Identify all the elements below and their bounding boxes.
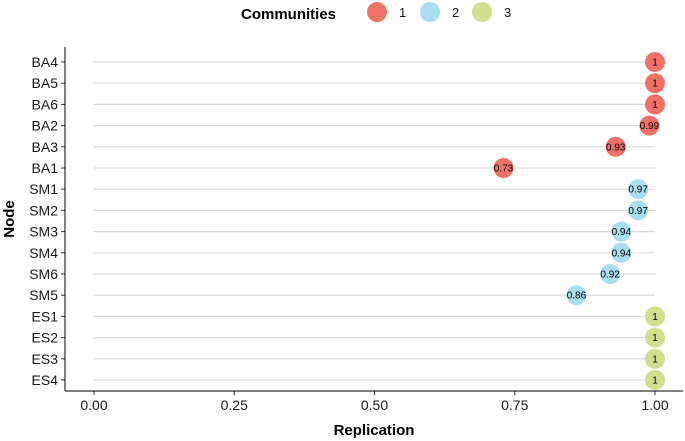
point-label-es3: 1: [652, 354, 658, 365]
data-points: 1 1 1 0.99 0.93 0.73 0.97 0.97 0.94 0.94 0.92 0.86 1…: [493, 52, 665, 390]
point-label-sm1: 0.97: [628, 185, 648, 196]
point-label-es4: 1: [652, 376, 658, 387]
point-sm1: [628, 179, 649, 200]
point-ba2: [639, 115, 660, 136]
y-tick-label-sm4: SM4: [29, 245, 58, 261]
y-tick-label-ba1: BA1: [32, 160, 59, 176]
point-sm6: [600, 264, 621, 284]
point-sm4: [611, 242, 632, 263]
point-sm5: [566, 285, 587, 306]
x-tick-label: 0.25: [221, 397, 248, 413]
y-tick-label-ba4: BA4: [32, 54, 59, 70]
point-ba4: [645, 52, 665, 72]
y-tick-label-sm2: SM2: [29, 202, 58, 218]
legend-label-2: 2: [452, 5, 459, 20]
point-label-sm6: 0.92: [600, 270, 620, 281]
x-axis-title: Replication: [334, 422, 415, 439]
point-es3: [645, 348, 665, 369]
point-label-ba4: 1: [652, 58, 658, 69]
point-ba6: [645, 94, 665, 115]
x-tick-label: 0.50: [361, 397, 388, 413]
y-tick-label-ba2: BA2: [32, 118, 59, 134]
gridlines: [94, 61, 655, 381]
point-label-sm3: 0.94: [612, 227, 632, 238]
point-es2: [645, 327, 665, 348]
y-tick-label-es3: ES3: [32, 351, 59, 367]
y-tick-label-es1: ES1: [32, 308, 59, 324]
y-tick-label-sm6: SM6: [29, 266, 58, 282]
y-tick-label-sm3: SM3: [29, 224, 58, 240]
y-tick-label-sm5: SM5: [29, 287, 58, 303]
y-tick-label-es2: ES2: [32, 330, 59, 346]
point-label-sm2: 0.97: [628, 206, 648, 217]
x-axis-ticks: 0.00 0.25 0.50 0.75 1.00: [80, 391, 669, 413]
point-label-es2: 1: [652, 333, 658, 344]
point-label-ba2: 0.99: [640, 121, 660, 132]
y-axis-ticks: BA4 BA5 BA6 BA2 BA3 BA1 SM1 SM2 SM3 SM4 SM6 SM5 ES1 E…: [29, 54, 65, 388]
x-tick-label: 0.00: [80, 397, 107, 413]
point-ba5: [645, 73, 665, 94]
point-label-ba5: 1: [652, 79, 658, 90]
y-axis-title: Node: [1, 200, 18, 238]
point-sm3: [611, 221, 632, 242]
legend-swatch-2: [420, 2, 440, 22]
point-es1: [645, 306, 665, 327]
legend-swatch-1: [367, 2, 387, 22]
y-tick-label-es4: ES4: [32, 372, 59, 388]
y-tick-label-ba5: BA5: [32, 75, 59, 91]
y-tick-label-ba3: BA3: [32, 139, 59, 155]
x-tick-label: 1.00: [641, 397, 668, 413]
legend-label-3: 3: [504, 5, 511, 20]
point-label-sm5: 0.86: [567, 291, 587, 302]
point-label-sm4: 0.94: [612, 248, 632, 259]
point-label-ba6: 1: [652, 100, 658, 111]
y-tick-label-sm1: SM1: [29, 181, 58, 197]
point-ba1: [493, 158, 514, 178]
legend-swatch-3: [472, 2, 492, 22]
legend-title: Communities: [241, 6, 336, 23]
legend: Communities 1 2 3: [241, 2, 511, 23]
point-label-es1: 1: [652, 312, 658, 323]
point-label-ba1: 0.73: [494, 164, 514, 175]
y-tick-label-ba6: BA6: [32, 96, 59, 112]
point-label-ba3: 0.93: [606, 142, 626, 153]
point-es4: [645, 370, 665, 390]
point-ba3: [605, 136, 626, 157]
x-tick-label: 0.75: [501, 397, 528, 413]
legend-label-1: 1: [399, 5, 406, 20]
point-sm2: [628, 200, 649, 221]
